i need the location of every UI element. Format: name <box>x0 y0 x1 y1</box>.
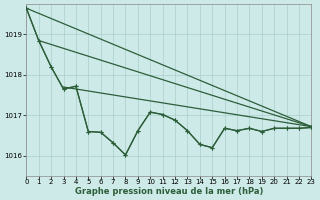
X-axis label: Graphe pression niveau de la mer (hPa): Graphe pression niveau de la mer (hPa) <box>75 187 263 196</box>
